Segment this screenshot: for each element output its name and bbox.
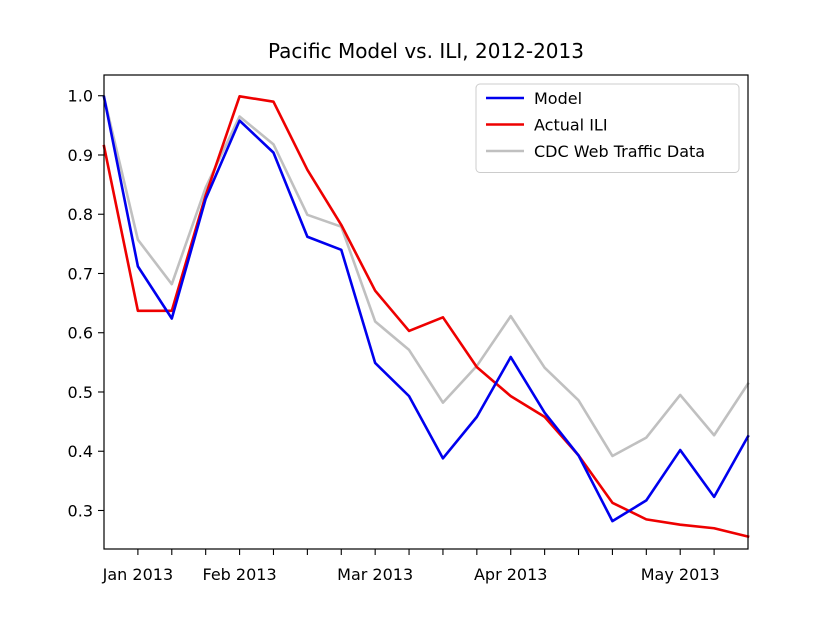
legend-label: Actual ILI	[534, 116, 608, 135]
chart-title: Pacific Model vs. ILI, 2012-2013	[268, 39, 584, 63]
x-axis: Jan 2013 Feb 2013 Mar 2013 Apr 2013 May 2013	[102, 549, 720, 584]
y-tick-label: 0.6	[68, 324, 93, 343]
y-tick-label: 0.7	[68, 264, 93, 283]
x-tick-label: Mar 2013	[337, 565, 413, 584]
x-tick-label: Jan 2013	[102, 565, 173, 584]
legend: Model Actual ILI CDC Web Traffic Data	[475, 83, 740, 173]
legend-label: Model	[534, 89, 582, 108]
x-tick-label: Feb 2013	[203, 565, 277, 584]
y-tick-label: 0.8	[68, 205, 93, 224]
y-tick-label: 0.3	[68, 501, 93, 520]
plot-frame	[103, 74, 749, 550]
y-axis: 0.3 0.4 0.5 0.6 0.7 0.8 0.9 1.0	[68, 87, 104, 520]
y-tick-label: 0.5	[68, 383, 93, 402]
x-tick-label: Apr 2013	[474, 565, 547, 584]
y-tick-label: 1.0	[68, 87, 93, 106]
legend-box	[475, 83, 740, 173]
series-layer	[102, 95, 750, 539]
x-tick-label: May 2013	[641, 565, 720, 584]
legend-label: CDC Web Traffic Data	[534, 142, 705, 161]
series-line-model	[102, 95, 750, 523]
series-line-actual-ili	[102, 95, 750, 539]
y-tick-label: 0.4	[68, 442, 93, 461]
y-tick-label: 0.9	[68, 146, 93, 165]
